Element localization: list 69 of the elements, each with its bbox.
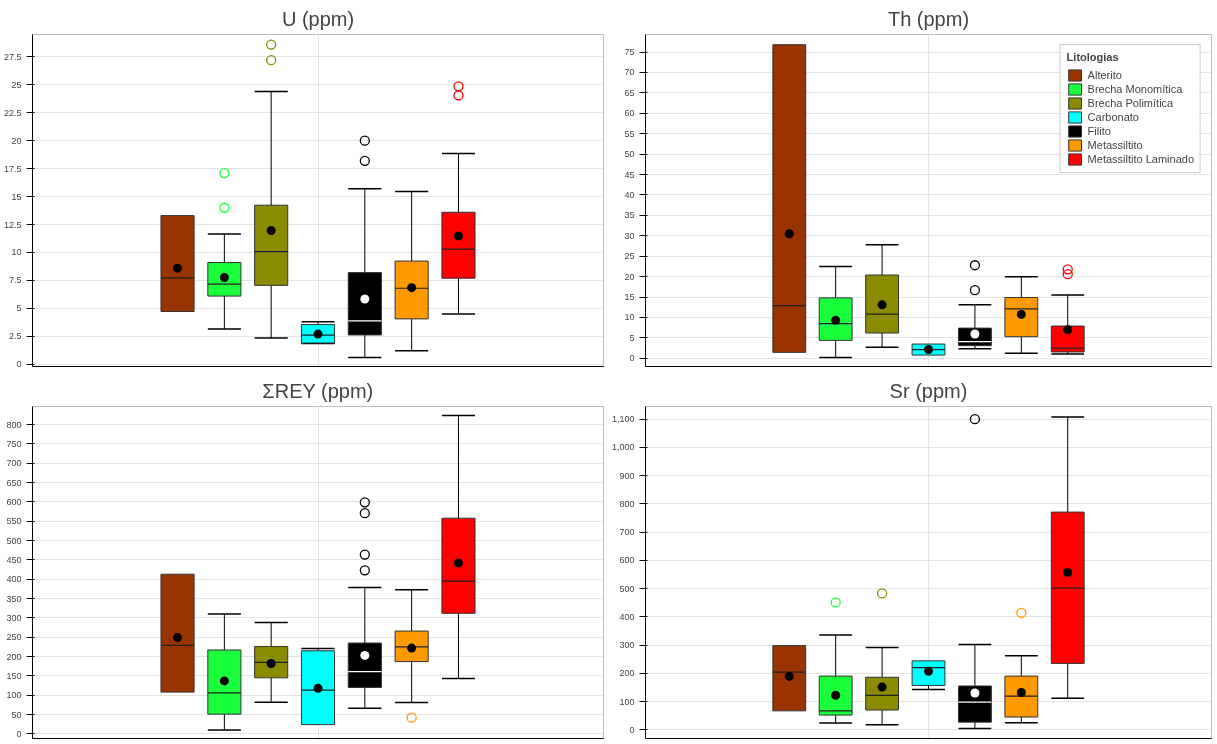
y-tick-label: 20 (11, 135, 22, 146)
y-tick-label: 60 (624, 108, 635, 119)
y-tick-label: 2.5 (8, 331, 22, 342)
y-tick-label: 500 (6, 535, 22, 546)
y-tick-label: 15 (624, 292, 635, 303)
y-tick-label: 0 (16, 728, 22, 739)
y-tick-label: 450 (6, 554, 22, 565)
y-tick-label: 200 (6, 651, 22, 662)
y-tick-label: 50 (11, 709, 22, 720)
y-tick-label: 250 (6, 632, 22, 643)
y-tick-label: 650 (6, 477, 22, 488)
y-tick-label: 12.5 (3, 219, 22, 230)
legend-label: Carbonato (1087, 111, 1139, 123)
y-tick-label: 15 (11, 191, 22, 202)
chart-title: Th (ppm) (887, 7, 970, 30)
y-tick-label: 300 (619, 640, 635, 651)
legend-label: Metassiltito (1087, 139, 1143, 151)
y-tick-label: 70 (624, 67, 635, 78)
y-tick-label: 50 (624, 149, 635, 160)
y-tick-label: 550 (6, 516, 22, 527)
y-tick-label: 22.5 (3, 107, 22, 118)
chart-title: ΣREY (ppm) (262, 379, 374, 402)
y-tick-label: 500 (619, 583, 635, 594)
y-tick-label: 0 (629, 353, 635, 364)
legend-label: Filito (1087, 125, 1111, 137)
y-tick-label: 350 (6, 593, 22, 604)
chart-title: Sr (ppm) (889, 379, 968, 402)
y-tick-label: 75 (624, 47, 635, 58)
y-tick-label: 20 (624, 271, 635, 282)
y-tick-label: 200 (619, 668, 635, 679)
y-tick-label: 900 (619, 470, 635, 481)
y-tick-label: 0 (16, 359, 22, 370)
y-tick-label: 1,000 (611, 442, 635, 453)
y-tick-label: 400 (6, 574, 22, 585)
y-tick-label: 100 (619, 696, 635, 707)
y-tick-label: 750 (6, 438, 22, 449)
y-tick-label: 100 (6, 690, 22, 701)
y-tick-label: 25 (11, 79, 22, 90)
y-tick-label: 10 (11, 247, 22, 258)
y-tick-label: 17.5 (3, 163, 22, 174)
y-tick-label: 800 (619, 498, 635, 509)
y-tick-label: 400 (619, 611, 635, 622)
legend-label: Brecha Monomítica (1087, 83, 1183, 95)
y-tick-label: 40 (624, 189, 635, 200)
legend-label: Metassiltito Laminado (1087, 153, 1194, 165)
legend-label: Alterito (1087, 69, 1122, 81)
y-tick-label: 600 (619, 555, 635, 566)
y-tick-label: 65 (624, 87, 635, 98)
y-tick-label: 45 (624, 169, 635, 180)
y-tick-label: 5 (16, 303, 22, 314)
y-tick-label: 35 (624, 210, 635, 221)
y-tick-label: 600 (6, 496, 22, 507)
y-tick-label: 150 (6, 670, 22, 681)
y-tick-label: 7.5 (8, 275, 22, 286)
y-tick-label: 800 (6, 419, 22, 430)
y-tick-label: 55 (624, 128, 635, 139)
y-tick-label: 300 (6, 612, 22, 623)
legend-label: Brecha Polimítica (1087, 97, 1174, 109)
y-tick-label: 700 (619, 527, 635, 538)
y-tick-label: 5 (629, 332, 635, 343)
y-tick-label: 1,100 (611, 414, 635, 425)
y-tick-label: 25 (624, 251, 635, 262)
y-tick-label: 0 (629, 724, 635, 735)
y-tick-label: 10 (624, 312, 635, 323)
y-tick-label: 700 (6, 458, 22, 469)
y-tick-label: 27.5 (3, 51, 22, 62)
y-tick-label: 30 (624, 230, 635, 241)
legend-title: Litologias (1066, 51, 1120, 63)
chart-title: U (ppm) (281, 7, 355, 30)
